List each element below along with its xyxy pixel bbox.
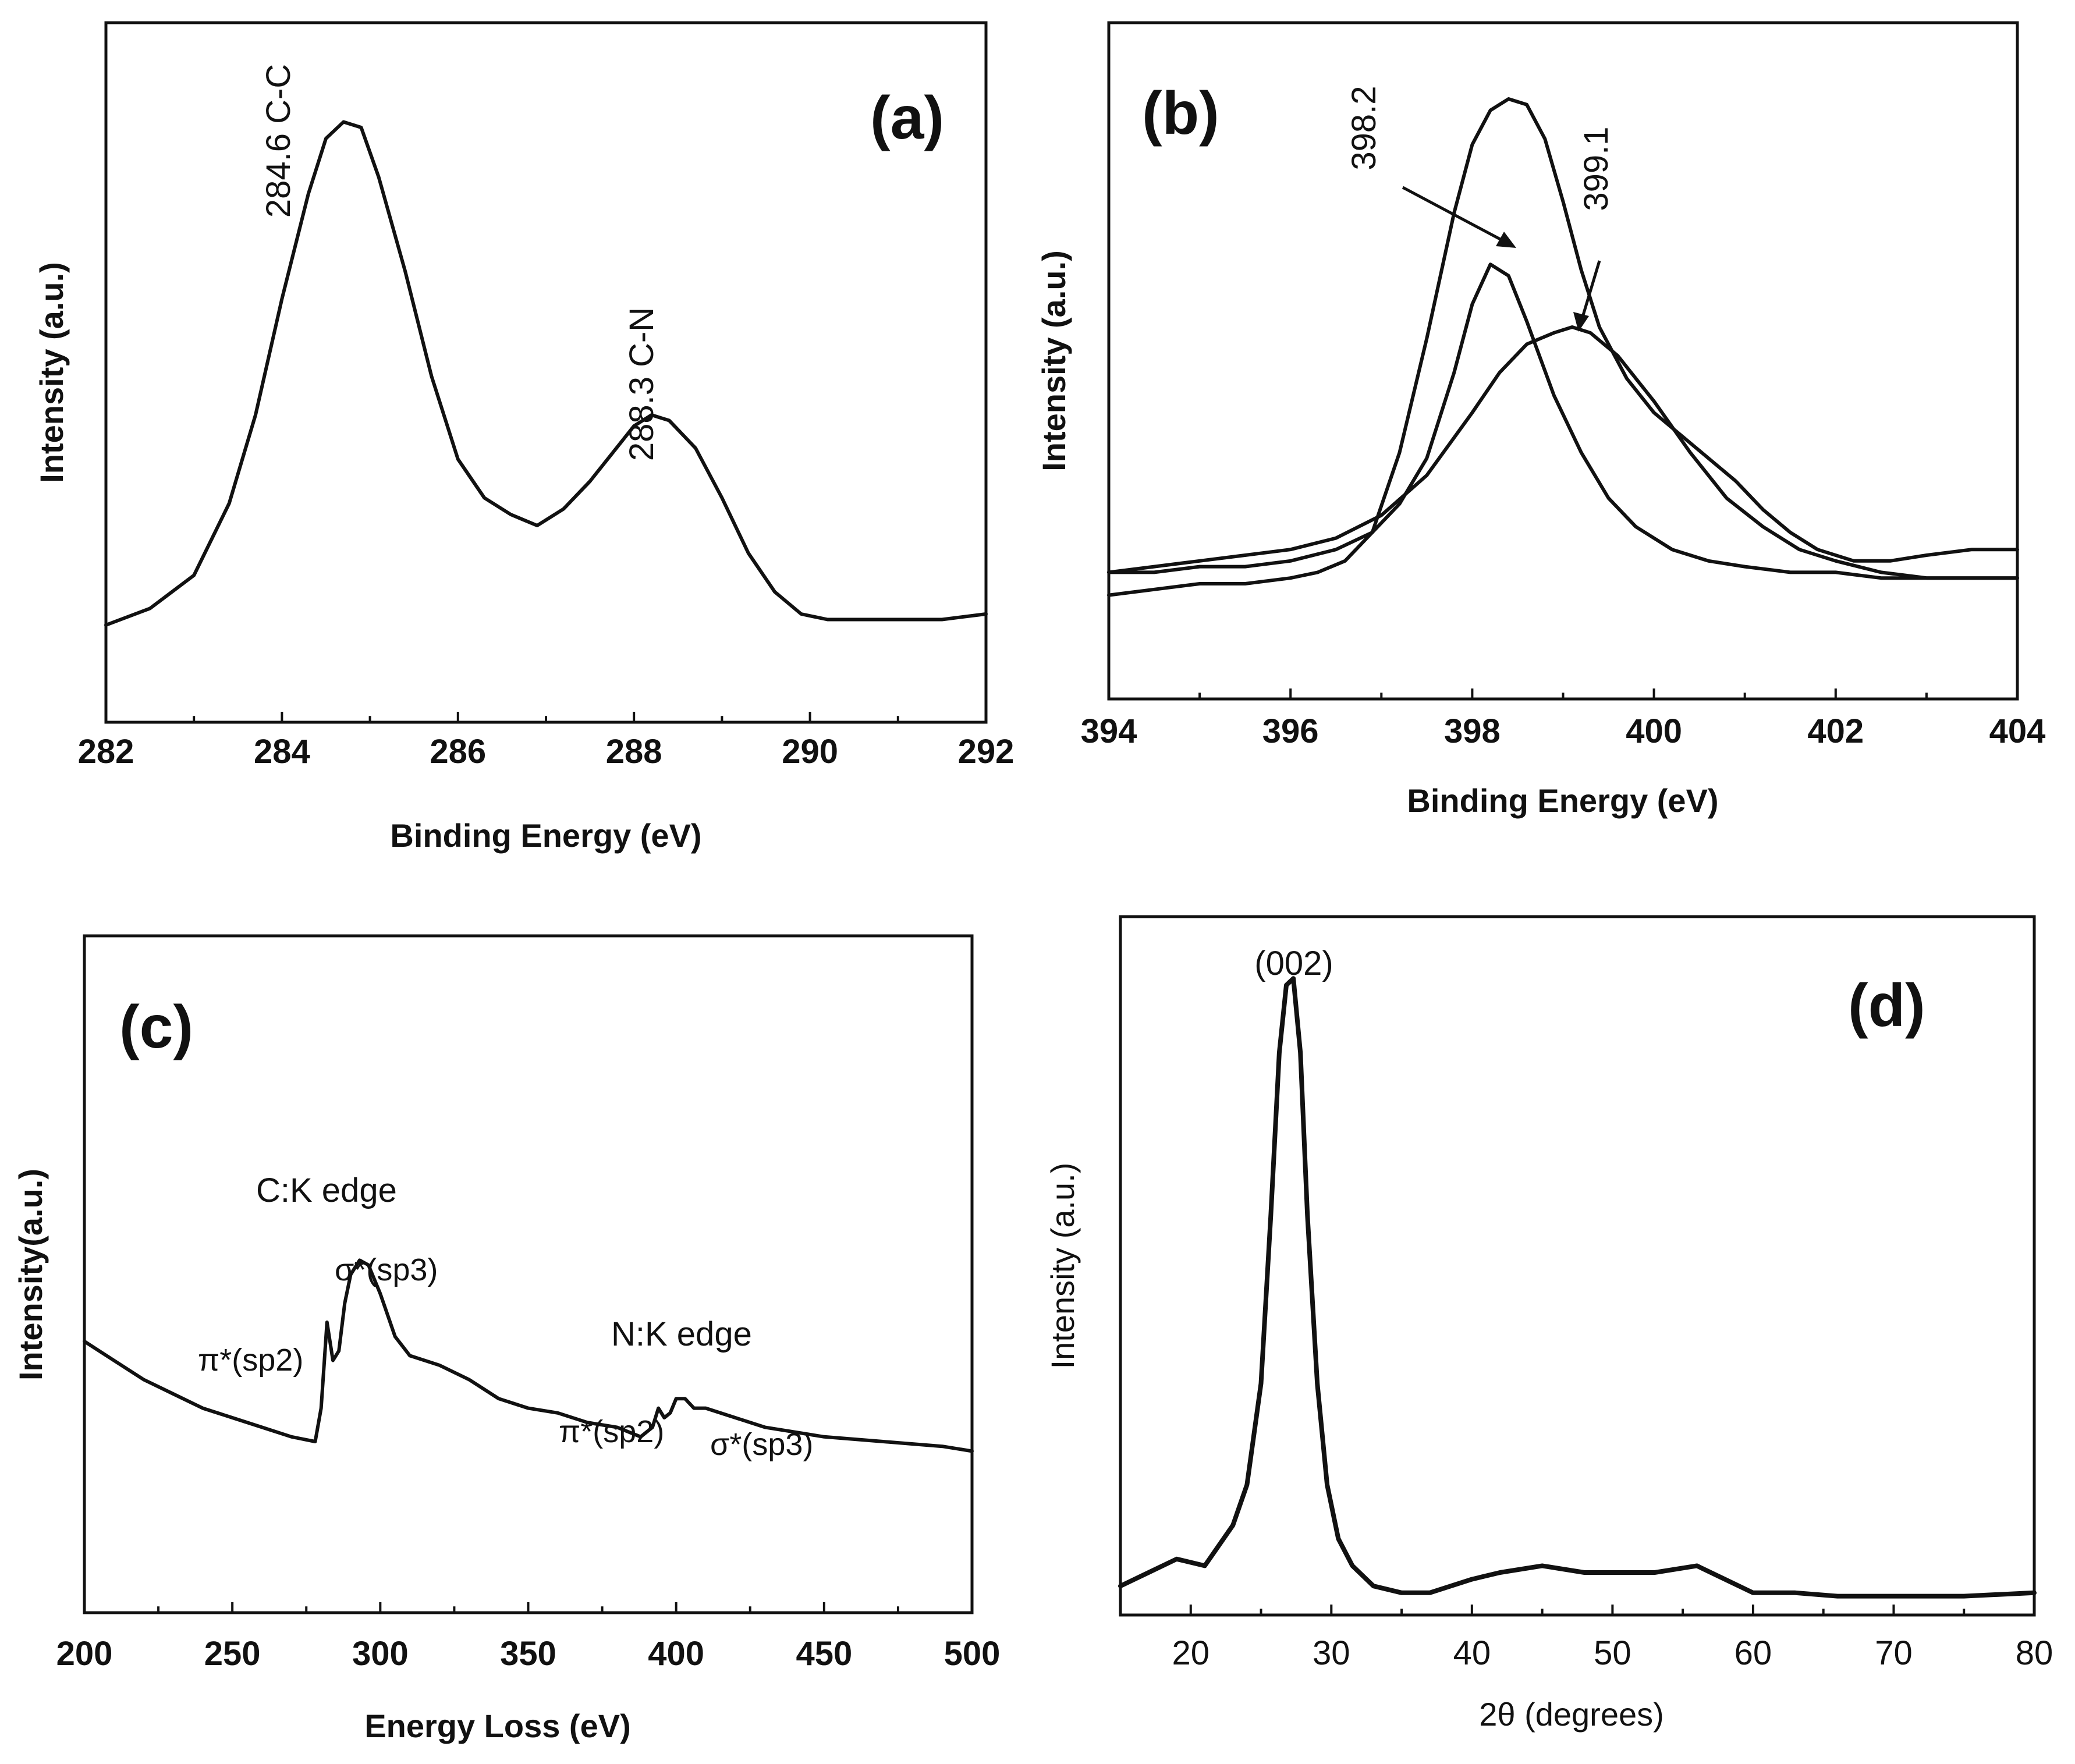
panel-a-x-tick-label: 288 <box>606 733 662 771</box>
panel-a-x-tick-label: 292 <box>958 733 1015 771</box>
panel-d-x-tick-label: 40 <box>1453 1634 1491 1672</box>
panel-c-annotation-sigma-sp3-nitrogen: σ*(sp3) <box>710 1427 813 1462</box>
panel-b-x-tick-label: 400 <box>1626 712 1682 750</box>
panel-a-annotation-cc: 284.6 C-C <box>260 64 297 218</box>
panel-c-annotation-sigma-sp3-carbon: σ*(sp3) <box>335 1252 438 1287</box>
panel-a-x-axis-title: Binding Energy (eV) <box>390 817 701 854</box>
panel-c-annotation-nk-edge: N:K edge <box>611 1315 752 1353</box>
panel-b-arrowhead-399-1 <box>1573 312 1589 332</box>
panel-b-arrow-399-1 <box>1580 260 1601 320</box>
panel-b-label: (b) <box>1142 80 1219 147</box>
panel-b-x-axis-title: Binding Energy (eV) <box>1407 782 1718 819</box>
panel-b-x-tick-label: 402 <box>1807 712 1864 750</box>
panel-c-ticks <box>83 1602 973 1613</box>
panel-d-series-xrd <box>1118 976 2037 1599</box>
panel-b-series-component-399-1 <box>1107 325 2019 580</box>
panel-b-annotation-399-1: 399.1 <box>1577 126 1615 211</box>
panel-c-x-tick-label: 450 <box>796 1635 852 1673</box>
panel-c-annotation-pi-sp2-nitrogen: π*(sp2) <box>559 1414 664 1449</box>
panel-a-x-tick-label: 282 <box>78 733 134 771</box>
panel-b-arrow-398-2 <box>1402 186 1506 243</box>
panel-c-plot-frame <box>83 934 974 1614</box>
panel-b-plot-frame <box>1107 21 2019 701</box>
panel-c-x-tick-label: 400 <box>648 1635 704 1673</box>
panel-a-plot-frame <box>104 21 988 724</box>
panel-b-x-tick-label: 396 <box>1262 712 1319 750</box>
panel-c-label: (c) <box>119 993 193 1061</box>
panel-d-x-tick-label: 80 <box>2016 1634 2053 1672</box>
panel-b-y-axis-title: Intensity (a.u.) <box>1035 250 1072 471</box>
panel-a-x-tick-label: 286 <box>430 733 486 771</box>
panel-b-series-measured <box>1107 97 2019 597</box>
panel-a-ticks <box>105 712 987 722</box>
panel-c-x-tick-label: 200 <box>56 1635 113 1673</box>
panel-a-tick-labels: 282 284 286 288 290 292 <box>78 733 1015 771</box>
panel-b-annotation-398-2: 398.2 <box>1345 86 1383 170</box>
panel-d-x-tick-label: 60 <box>1735 1634 1772 1672</box>
panel-d-x-tick-label: 20 <box>1172 1634 1210 1672</box>
panel-c-y-axis-title: Intensity(a.u.) <box>12 1169 49 1380</box>
panel-d-tick-labels: 20 30 40 50 60 70 80 <box>1172 1634 2053 1672</box>
panel-c-annotation-pi-sp2-carbon: π*(sp2) <box>198 1343 303 1378</box>
panel-c-x-tick-label: 300 <box>352 1635 409 1673</box>
panel-b-ticks <box>1108 688 2019 699</box>
panel-c-x-axis-title: Energy Loss (eV) <box>364 1708 630 1744</box>
panel-a-y-axis-title: Intensity (a.u.) <box>33 262 70 483</box>
panel-a-label: (a) <box>870 84 944 152</box>
panel-c: 200 250 300 350 400 450 500 (c) Energy Loss (e… <box>12 934 1001 1744</box>
panel-a-series-c1s <box>104 120 988 627</box>
panel-c-x-tick-label: 350 <box>500 1635 556 1673</box>
panel-d-label: (d) <box>1848 972 1925 1039</box>
panel-d-x-tick-label: 30 <box>1313 1634 1350 1672</box>
panel-b-x-tick-label: 398 <box>1444 712 1501 750</box>
panel-c-x-tick-label: 250 <box>204 1635 261 1673</box>
panel-b-arrowhead-398-2 <box>1496 232 1516 248</box>
panel-a: 282 284 286 288 290 292 (a) Binding Energy (e… <box>33 21 1015 854</box>
panel-b-series-component-398-2 <box>1107 262 2019 580</box>
panel-b-tick-labels: 394 396 398 400 402 404 <box>1081 712 2046 750</box>
panel-c-tick-labels: 200 250 300 350 400 450 500 <box>56 1635 1001 1673</box>
panel-c-x-tick-label: 500 <box>944 1635 1001 1673</box>
panel-c-series-eels <box>83 1258 974 1453</box>
panel-a-x-tick-label: 284 <box>254 733 310 771</box>
panel-b: 394 396 398 400 402 404 (b) Binding Energy (e… <box>1035 21 2046 819</box>
panel-a-x-tick-label: 290 <box>782 733 838 771</box>
panel-d-ticks <box>1189 1605 2035 1615</box>
panel-c-annotation-ck-edge: C:K edge <box>256 1172 397 1209</box>
panel-b-x-tick-label: 404 <box>1989 712 2046 750</box>
panel-d-plot-frame <box>1119 915 2036 1617</box>
panel-b-x-tick-label: 394 <box>1081 712 1137 750</box>
panel-a-annotation-cn: 288.3 C-N <box>623 307 661 461</box>
panel-d-x-tick-label: 70 <box>1875 1634 1913 1672</box>
panel-d-x-tick-label: 50 <box>1594 1634 1631 1672</box>
panel-d-y-axis-title: Intensity (a.u.) <box>1044 1163 1081 1369</box>
panel-d-annotation-002: (002) <box>1254 945 1333 982</box>
panel-d-x-axis-title: 2θ (degrees) <box>1479 1696 1664 1733</box>
panel-d: 20 30 40 50 60 70 80 (d) 2θ (degrees) Intensit… <box>1044 915 2053 1733</box>
